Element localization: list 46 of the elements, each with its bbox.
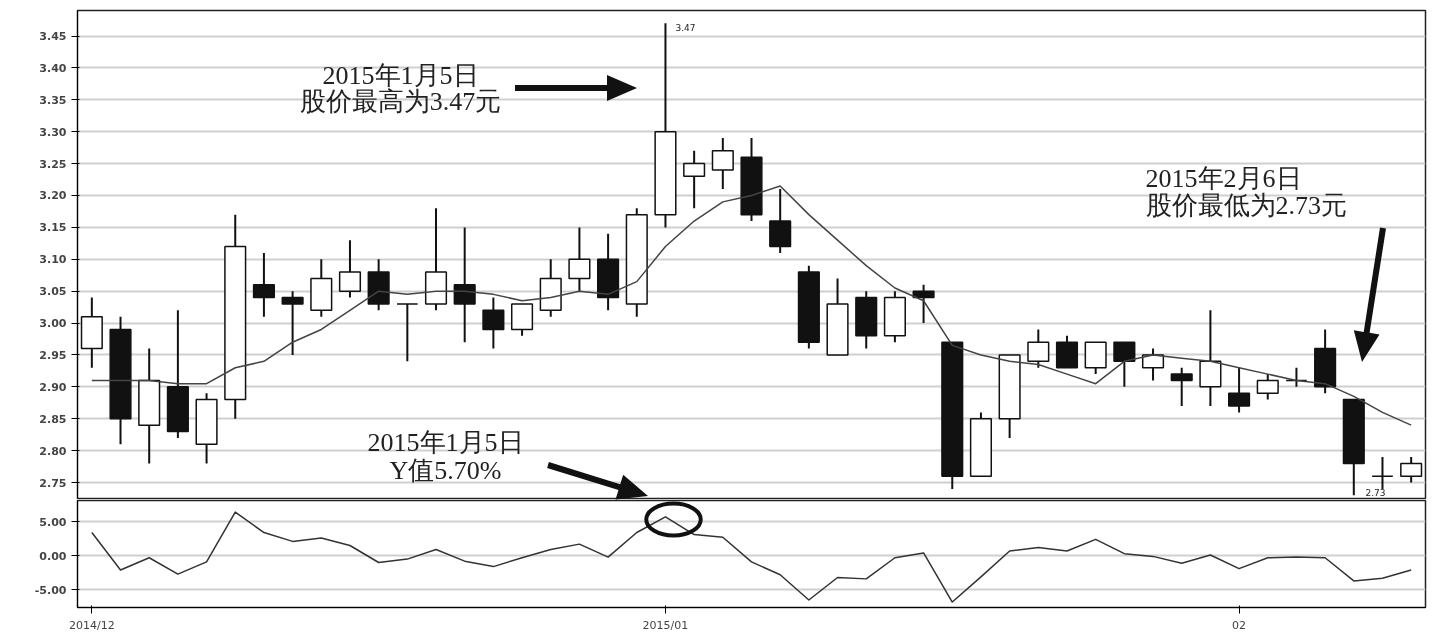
x-tick-label: 02 (1232, 618, 1247, 632)
y-tick-label: 3.35 (39, 93, 67, 107)
y-tick-label: 2.75 (39, 476, 67, 490)
annotation: 2015年2月6日 (1145, 164, 1302, 193)
annotation: Y值5.70% (389, 456, 502, 485)
line-series (91, 511, 1412, 603)
annotation: 股价最低为2.73元 (1145, 191, 1347, 220)
candlestick (482, 296, 505, 350)
candlestick (1228, 366, 1251, 414)
y-tick-label: 3.05 (39, 285, 67, 299)
y-tick-label: 3.20 (39, 189, 67, 203)
candlestick (396, 302, 419, 363)
y-tick-label: 3.25 (39, 157, 67, 171)
candlestick (453, 226, 476, 344)
candlestick (683, 149, 706, 210)
y-tick-label: 3.10 (39, 253, 67, 267)
y-tick-label: 2.85 (39, 412, 67, 426)
y-tick-label: 2.90 (39, 380, 67, 394)
annotation: 2.73 (1365, 488, 1386, 498)
y-tick-label: -5.00 (34, 583, 67, 597)
candlestick (1113, 341, 1136, 388)
candlestick (252, 251, 275, 318)
y-tick-label: 3.40 (39, 61, 67, 75)
y-tick-label: 2.95 (39, 348, 67, 362)
candlestick (338, 239, 362, 299)
x-tick-label: 2014/12 (68, 618, 115, 632)
candlestick (1027, 328, 1050, 369)
candlestick (1256, 373, 1279, 401)
y-tick-label: 3.45 (39, 30, 67, 44)
annotation: 3.47 (675, 23, 696, 33)
candlestick (912, 283, 935, 325)
y-tick-label: 3.30 (39, 125, 67, 139)
candlestick (568, 226, 591, 293)
y-tick-label: 0.00 (39, 549, 67, 563)
y-tick-label: 3.00 (39, 317, 67, 331)
candlestick (1371, 456, 1394, 490)
candlestick (281, 290, 304, 356)
candlestick (711, 137, 734, 191)
y-tick-label: 2.80 (39, 444, 67, 458)
candlestick (1400, 456, 1423, 484)
y-tick-label: 5.00 (39, 515, 67, 529)
candlestick (1170, 366, 1193, 407)
x-tick-label: 2015/01 (642, 618, 689, 632)
annotation: 2015年1月5日 (367, 428, 524, 457)
y-tick-label: 3.15 (39, 221, 67, 235)
annotation: 股价最高为3.47元 (299, 87, 502, 116)
